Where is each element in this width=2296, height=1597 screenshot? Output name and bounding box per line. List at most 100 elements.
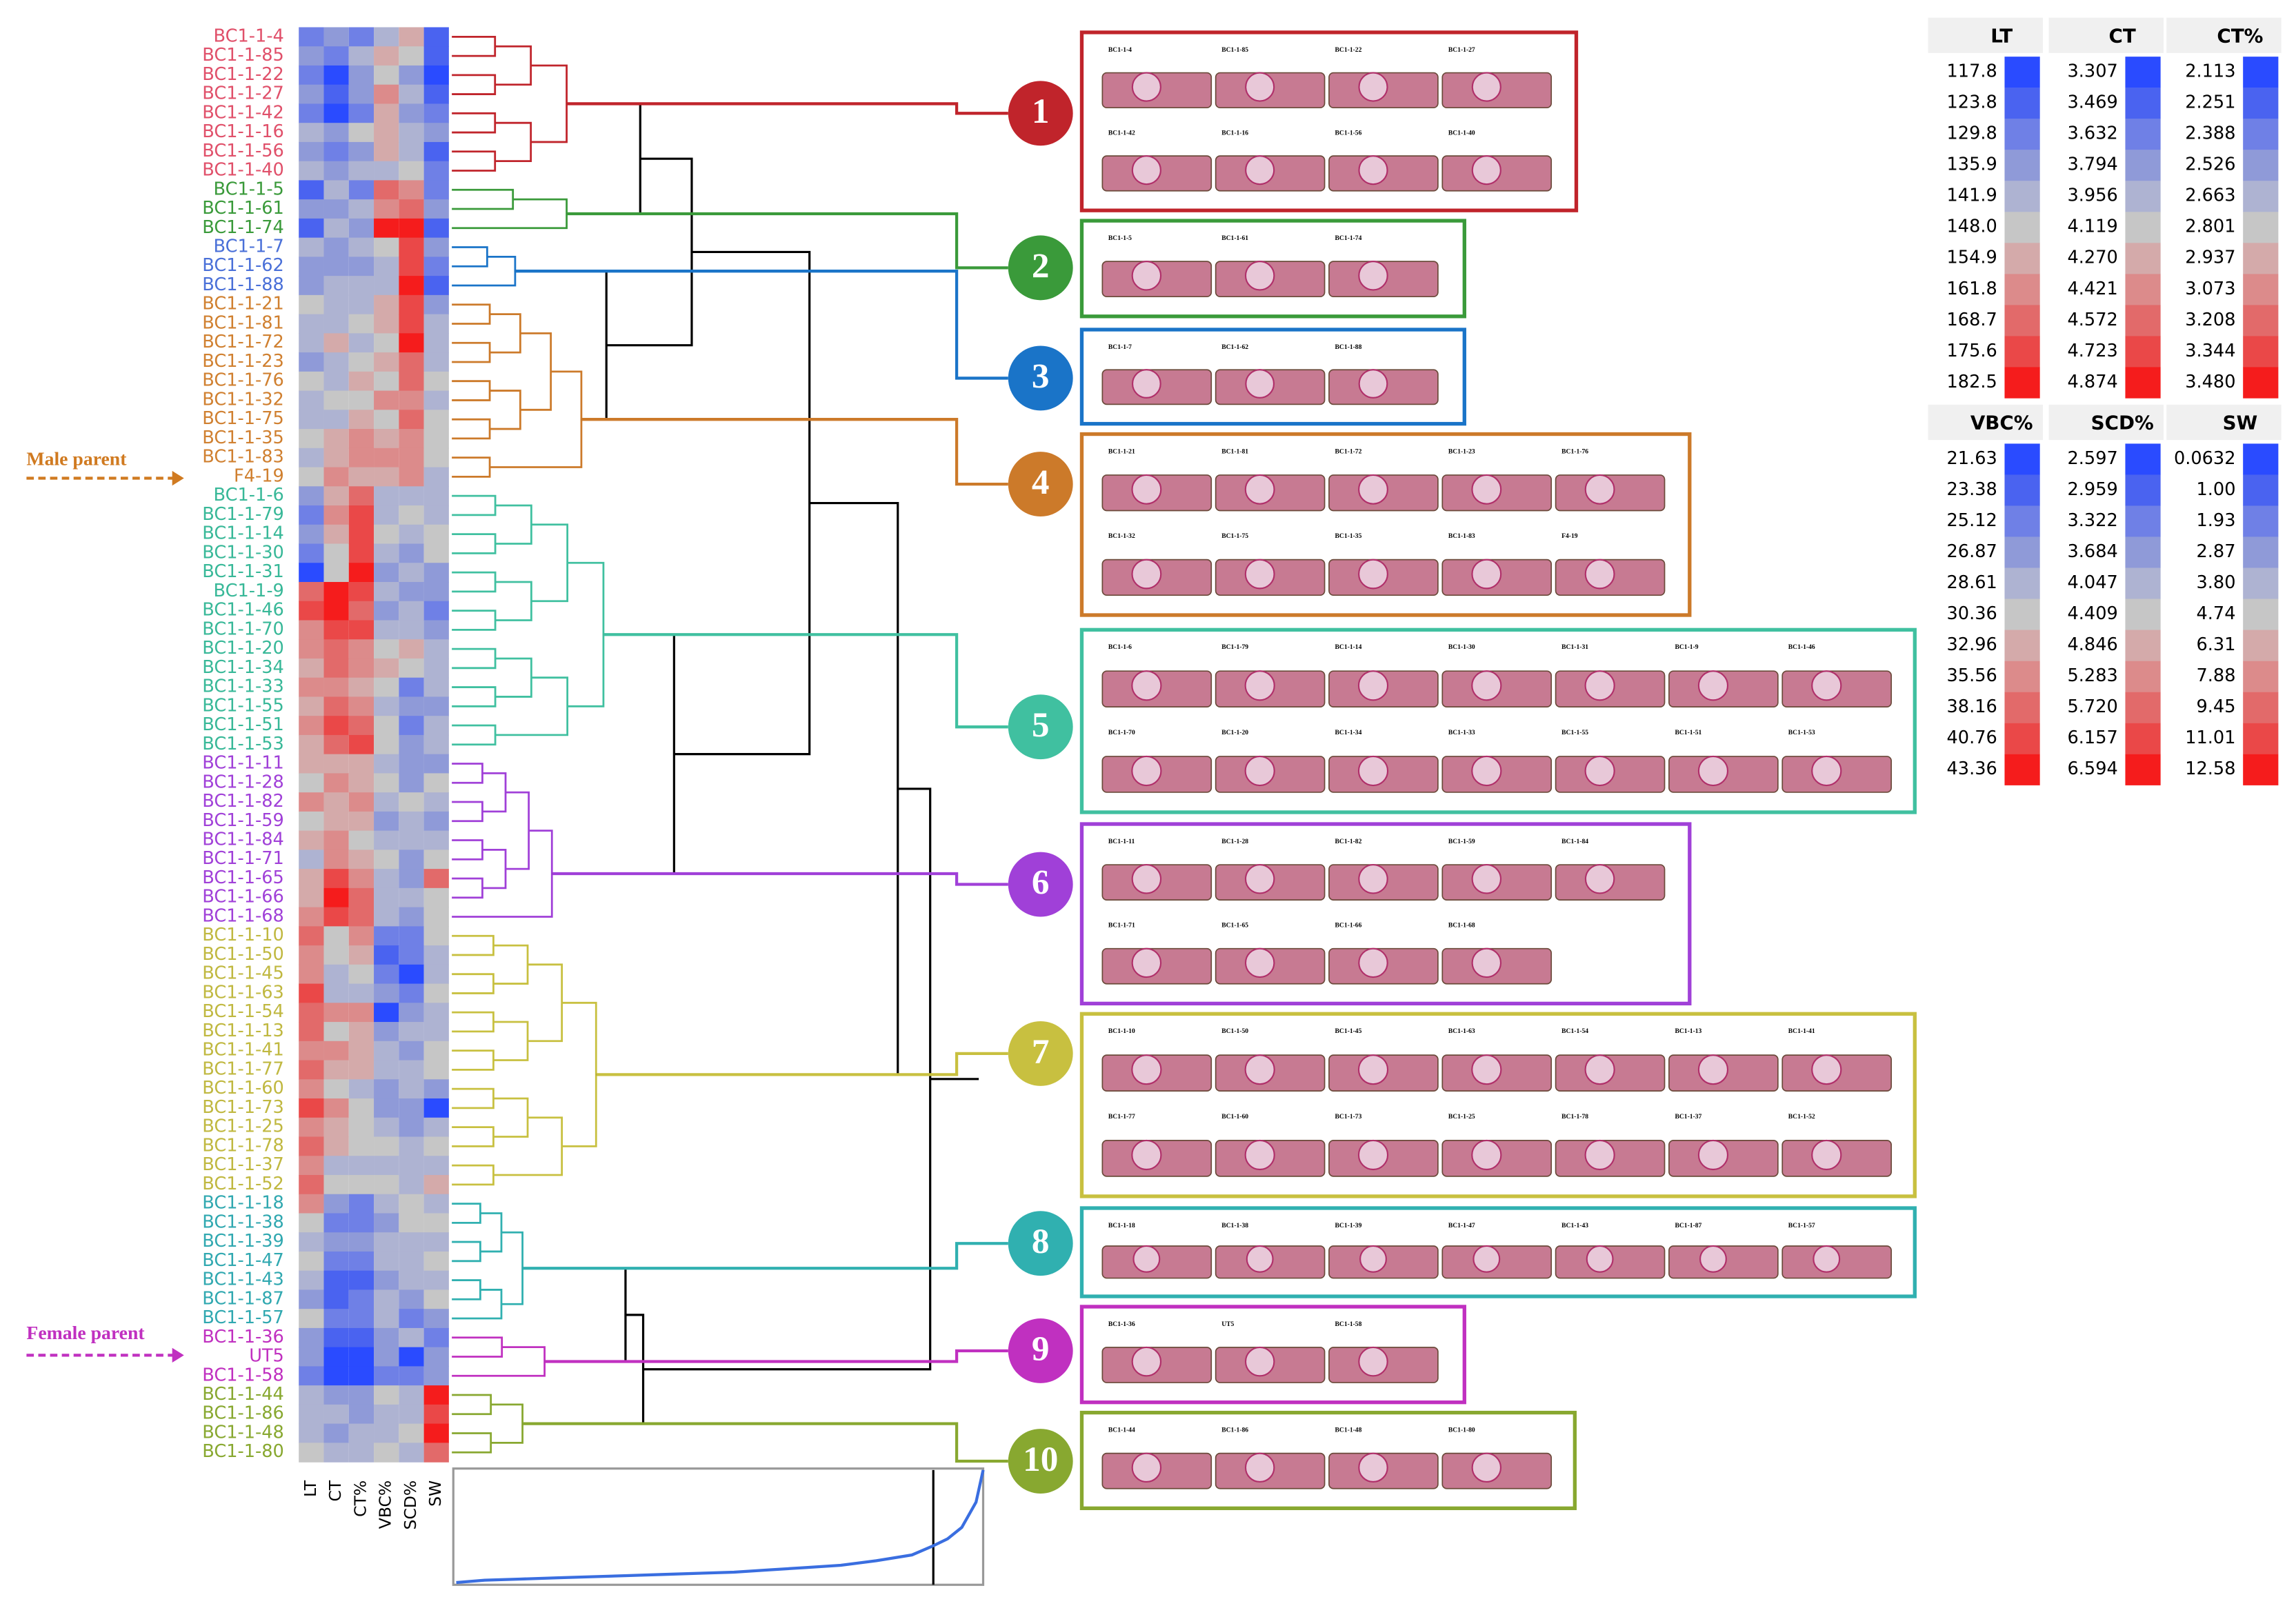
micrograph-bundle (1244, 1346, 1275, 1377)
dendrogram-branch (452, 1203, 481, 1224)
heat-cell (323, 639, 349, 659)
heat-cell (399, 1174, 424, 1195)
heat-cell (323, 1041, 349, 1061)
micrograph-label: BC1-1-16 (1221, 129, 1248, 137)
micrograph-label: BC1-1-46 (1788, 643, 1815, 651)
heat-cell (323, 620, 349, 640)
heat-cell (374, 677, 399, 698)
micrograph-label: BC1-1-73 (1335, 1113, 1362, 1121)
heat-cell (399, 754, 424, 774)
heat-cell (374, 524, 399, 545)
dendrogram-branch (452, 380, 491, 401)
legend-value: 2.801 (2185, 217, 2235, 237)
micrograph-label: BC1-1-51 (1675, 729, 1701, 736)
micrograph-bundle (1471, 863, 1502, 894)
heat-cell (374, 486, 399, 506)
legend-value: 2.663 (2185, 185, 2235, 206)
heat-cell (299, 294, 324, 315)
heat-cell (348, 1423, 375, 1443)
legend-value: 3.208 (2185, 310, 2235, 330)
legend-value: 135.9 (1947, 154, 1997, 175)
heat-cell (348, 84, 375, 105)
heat-cell (323, 429, 349, 449)
micrograph-bundle (1471, 155, 1501, 185)
micrograph-bundle (1811, 755, 1842, 787)
column-label: CT (326, 1480, 345, 1501)
heat-cell (299, 1079, 324, 1099)
micrograph-label: UT5 (1221, 1320, 1234, 1328)
heat-cell (323, 869, 349, 889)
legend-title: VBC% (1970, 412, 2033, 434)
heat-cell (423, 620, 449, 640)
micrograph-label: BC1-1-88 (1335, 343, 1362, 351)
micrograph-label: BC1-1-28 (1221, 838, 1248, 845)
heat-cell (374, 1117, 399, 1138)
legend-swatch (2004, 367, 2040, 399)
heat-cell (323, 1309, 349, 1329)
column-label: VBC% (376, 1480, 395, 1529)
legend-value: 26.87 (1947, 541, 1997, 562)
heat-cell (374, 448, 399, 468)
micrograph-bundle (1131, 1054, 1162, 1085)
legend-value: 4.74 (2197, 603, 2236, 624)
cluster-connector (522, 1242, 1008, 1270)
heat-cell (374, 887, 399, 908)
legend-value: 2.113 (2185, 61, 2235, 82)
heat-cell (323, 1289, 349, 1309)
dendrogram-branch (452, 1336, 503, 1358)
heat-cell (374, 505, 399, 525)
legend-swatch (2243, 474, 2279, 506)
heat-cell (348, 716, 375, 736)
micrograph-label: BC1-1-33 (1448, 729, 1475, 736)
legend-swatch (2004, 274, 2040, 305)
legend-swatch (2243, 754, 2279, 785)
legend-swatch (2125, 599, 2161, 630)
micrograph-label: BC1-1-25 (1448, 1113, 1475, 1121)
legend-swatch (2004, 243, 2040, 274)
dendrogram-branch (452, 973, 495, 994)
row-label: BC1-1-61 (202, 198, 284, 219)
heat-cell (323, 467, 349, 487)
legend-swatch (2243, 568, 2279, 599)
heat-cell (399, 1366, 424, 1386)
micrograph-label: BC1-1-60 (1221, 1113, 1248, 1121)
legend-swatch (2125, 150, 2161, 181)
heat-cell (374, 1366, 399, 1386)
row-label: BC1-1-20 (202, 638, 284, 659)
legend-value: 38.16 (1947, 696, 1997, 717)
heat-cell (348, 486, 375, 506)
dendrogram-branch (495, 504, 532, 545)
heat-cell (348, 141, 375, 162)
legend-value: 4.723 (2068, 341, 2118, 361)
column-label: SW (426, 1480, 445, 1507)
heat-cell (423, 811, 449, 832)
heat-cell (323, 773, 349, 793)
cluster-number: 5 (1032, 705, 1050, 745)
legend-value: 1.00 (2197, 479, 2236, 500)
dendrogram-branch (452, 877, 483, 899)
heat-cell (399, 314, 424, 334)
legend-swatch (2125, 723, 2161, 754)
heat-cell (423, 792, 449, 812)
heat-cell (299, 563, 324, 583)
heat-cell (299, 199, 324, 219)
heat-cell (374, 696, 399, 716)
heat-cell (399, 218, 424, 239)
heat-cell (374, 964, 399, 985)
legend-swatch (2243, 692, 2279, 723)
legend-value: 28.61 (1947, 572, 1997, 593)
heat-cell (348, 1117, 375, 1138)
legend-value: 2.937 (2185, 248, 2235, 268)
row-label: BC1-1-66 (202, 887, 284, 907)
dendrogram-branch (452, 1164, 495, 1186)
micrograph-bundle (1358, 369, 1388, 399)
row-label: BC1-1-28 (202, 772, 284, 792)
heat-cell (299, 1022, 324, 1042)
heat-cell (374, 563, 399, 583)
heat-cell (323, 964, 349, 985)
heat-cell (323, 983, 349, 1003)
heat-cell (374, 237, 399, 258)
legend-swatch (2125, 119, 2161, 150)
heat-cell (348, 1060, 375, 1080)
heat-cell (299, 1443, 324, 1463)
